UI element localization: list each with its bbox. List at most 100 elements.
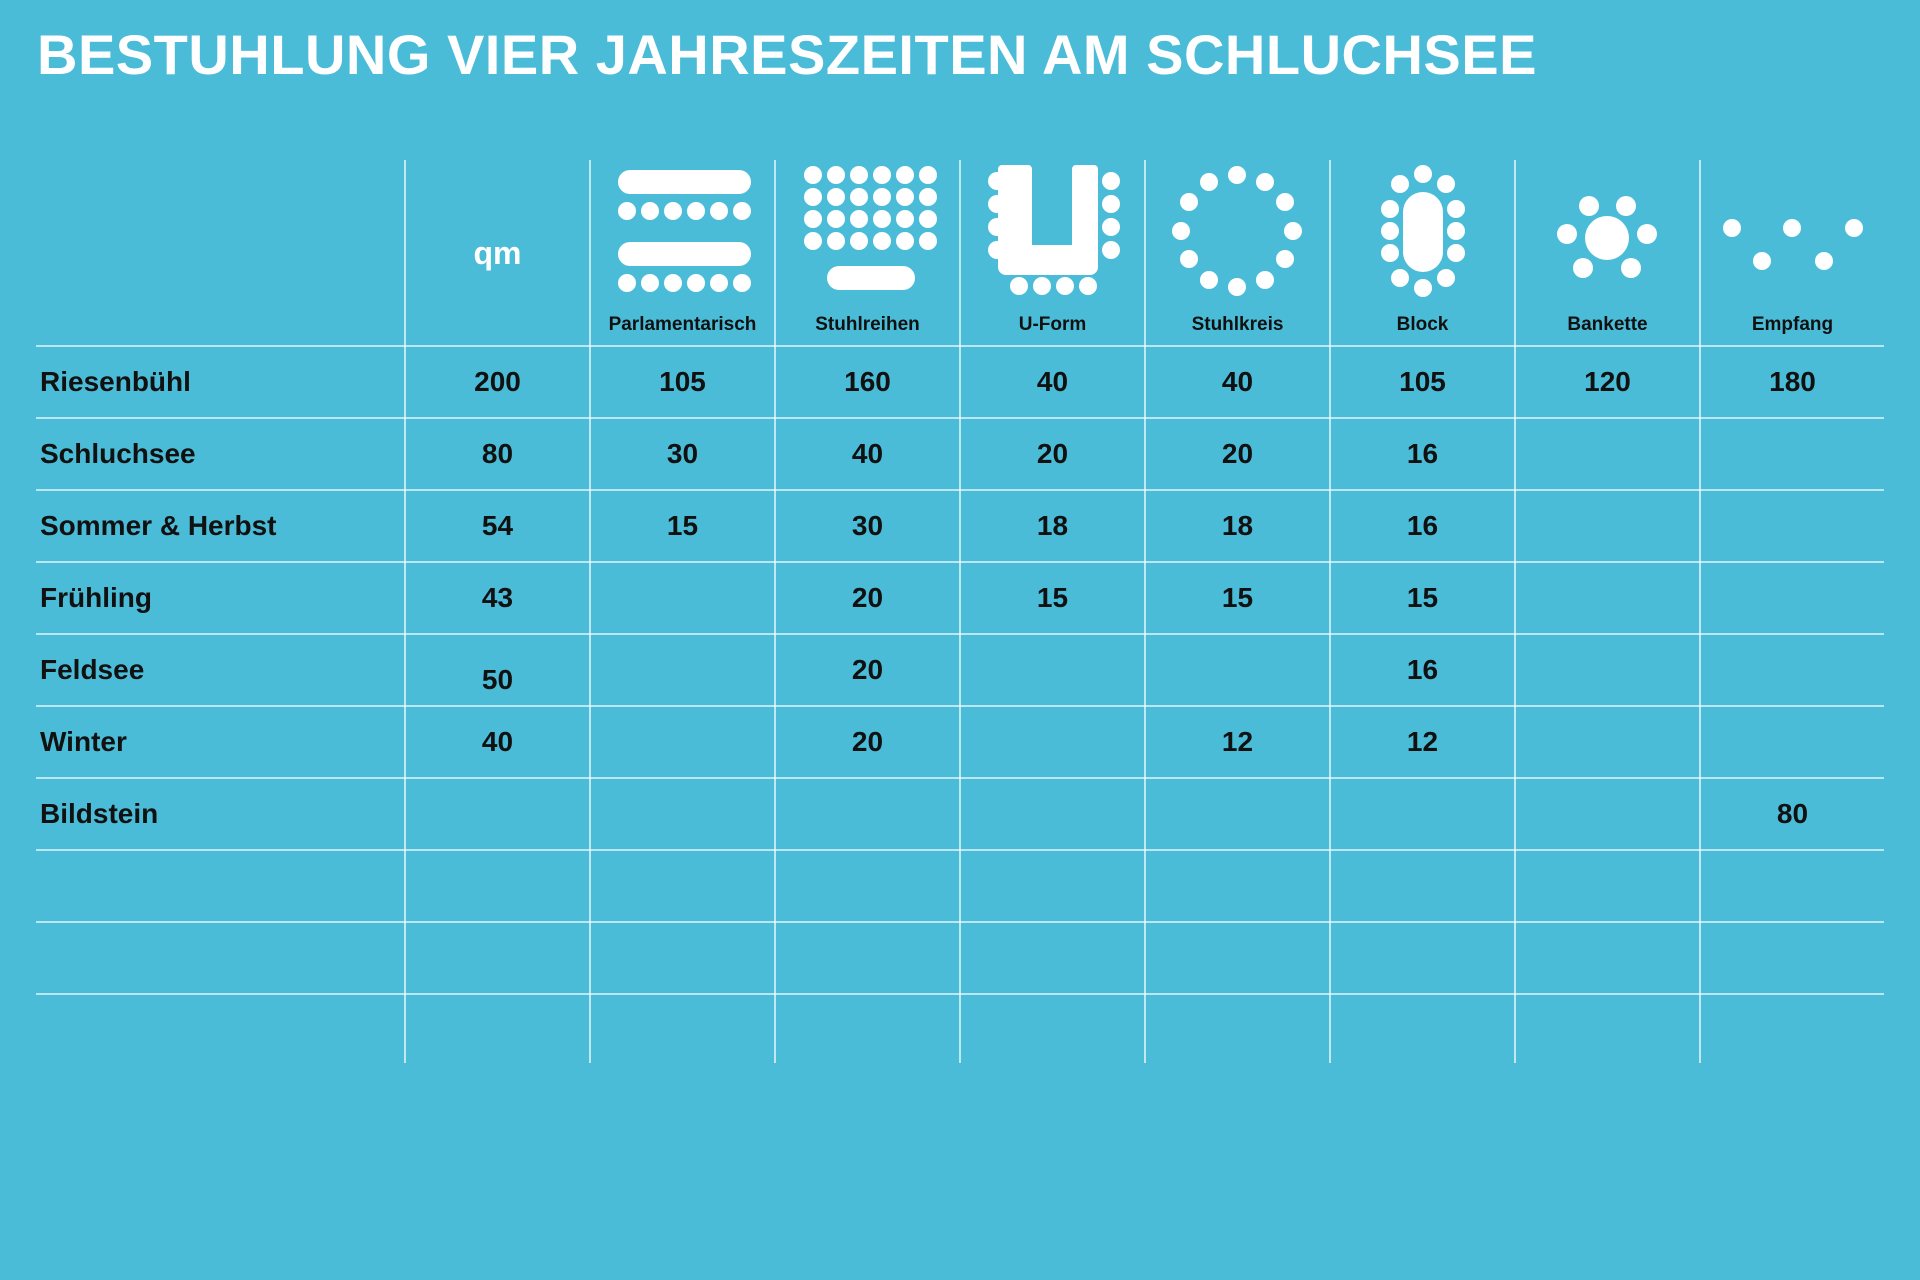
- column-header-qm: qm: [473, 235, 522, 271]
- table-cell: [590, 778, 775, 850]
- table-cell: 15: [1406, 582, 1439, 613]
- table-cell: 20: [851, 726, 884, 757]
- table-cell: 15: [666, 510, 699, 541]
- table-cell: [960, 922, 1145, 994]
- column-header-u-form: U-Form: [1018, 314, 1087, 335]
- table-cell: [405, 850, 590, 922]
- table-cell: 18: [1036, 510, 1069, 541]
- table-cell: [1700, 634, 1885, 706]
- row-label: Winter: [40, 726, 127, 757]
- row-label: Schluchsee: [40, 438, 196, 469]
- table-cell: [1515, 994, 1700, 1066]
- table-cell: [1700, 562, 1885, 634]
- table-cell: 40: [481, 726, 514, 757]
- table-cell: 40: [1221, 366, 1254, 397]
- table-cell: [1700, 850, 1885, 922]
- column-header-empfang: Empfang: [1751, 314, 1834, 335]
- table-cell: [960, 634, 1145, 706]
- table-cell: [590, 850, 775, 922]
- column-header-bankette: Bankette: [1567, 314, 1648, 335]
- row-label: Bildstein: [40, 798, 159, 829]
- table-cell: 105: [659, 366, 706, 397]
- table-cell: 54: [481, 510, 514, 541]
- table-cell: 30: [851, 510, 884, 541]
- table-cell: [1700, 706, 1885, 778]
- table-cell: 18: [1221, 510, 1254, 541]
- u-form-icon: [988, 165, 1120, 295]
- table-cell: [1145, 634, 1330, 706]
- empfang-icon: [1723, 219, 1863, 270]
- block-icon: [1381, 165, 1465, 297]
- table-cell: [590, 994, 775, 1066]
- table-cell: 105: [1399, 366, 1446, 397]
- column-header-stuhlreihen: Stuhlreihen: [815, 314, 920, 335]
- table-cell: 30: [666, 438, 699, 469]
- table-cell: [405, 922, 590, 994]
- bankette-icon: [1557, 196, 1657, 278]
- table-cell: 180: [1769, 366, 1816, 397]
- table-cell: 40: [1036, 366, 1069, 397]
- table-cell: 120: [1584, 366, 1631, 397]
- table-cell: [960, 778, 1145, 850]
- table-cell: [1700, 418, 1885, 490]
- table-cell: [1700, 490, 1885, 562]
- table-cell: [405, 778, 590, 850]
- table-cell: [1330, 922, 1515, 994]
- column-header-stuhlkreis: Stuhlkreis: [1191, 314, 1284, 335]
- table-cell: 200: [474, 366, 521, 397]
- table-cell: [1145, 850, 1330, 922]
- table-cell: 43: [481, 582, 514, 613]
- table-cell: 16: [1406, 654, 1439, 685]
- table-cell: [1330, 850, 1515, 922]
- table-cell: 12: [1221, 726, 1254, 757]
- table-cell: 20: [1221, 438, 1254, 469]
- table-cell: [1515, 562, 1700, 634]
- table-cell: 50: [481, 664, 514, 695]
- table-cell: [775, 994, 960, 1066]
- table-cell: 160: [844, 366, 891, 397]
- column-header-block: Block: [1396, 314, 1449, 335]
- table-cell: 15: [1036, 582, 1069, 613]
- table-cell: [775, 778, 960, 850]
- table-cell: [960, 850, 1145, 922]
- table-cell: [1515, 922, 1700, 994]
- row-label: Feldsee: [40, 654, 145, 685]
- table-cell: [1700, 994, 1885, 1066]
- parlamentarisch-icon: [618, 170, 751, 292]
- table-cell: 20: [851, 654, 884, 685]
- column-header-parlamentarisch: Parlamentarisch: [608, 314, 757, 335]
- table-cell: [1515, 778, 1700, 850]
- table-cell: [1145, 922, 1330, 994]
- row-label: Sommer & Herbst: [40, 510, 277, 541]
- table-cell: 20: [851, 582, 884, 613]
- table-cell: [775, 922, 960, 994]
- table-cell: [1145, 994, 1330, 1066]
- table-cell: [405, 994, 590, 1066]
- table-cell: [1515, 850, 1700, 922]
- table-cell: [590, 706, 775, 778]
- row-label: Riesenbühl: [40, 366, 191, 397]
- table-cell: [590, 562, 775, 634]
- page-title: BESTUHLUNG VIER JAHRESZEITEN AM SCHLUCHS…: [37, 23, 1537, 86]
- table-cell: 80: [1776, 798, 1809, 829]
- stuhlkreis-icon: [1172, 166, 1302, 296]
- table-cell: [1515, 490, 1700, 562]
- table-cell: [1515, 418, 1700, 490]
- table-cell: 15: [1221, 582, 1254, 613]
- stuhlreihen-icon: [804, 166, 937, 290]
- table-cell: [1515, 706, 1700, 778]
- table-cell: [1700, 922, 1885, 994]
- table-cell: [590, 922, 775, 994]
- table-cell: [960, 994, 1145, 1066]
- table-cell: 16: [1406, 510, 1439, 541]
- table-cell: 12: [1406, 726, 1439, 757]
- table-cell: [1145, 778, 1330, 850]
- table-cell: [1330, 994, 1515, 1066]
- table-cell: 16: [1406, 438, 1439, 469]
- table-cell: [775, 850, 960, 922]
- table-cell: 20: [1036, 438, 1069, 469]
- table-cell: 80: [481, 438, 514, 469]
- table-cell: 40: [851, 438, 884, 469]
- table-cell: [1515, 634, 1700, 706]
